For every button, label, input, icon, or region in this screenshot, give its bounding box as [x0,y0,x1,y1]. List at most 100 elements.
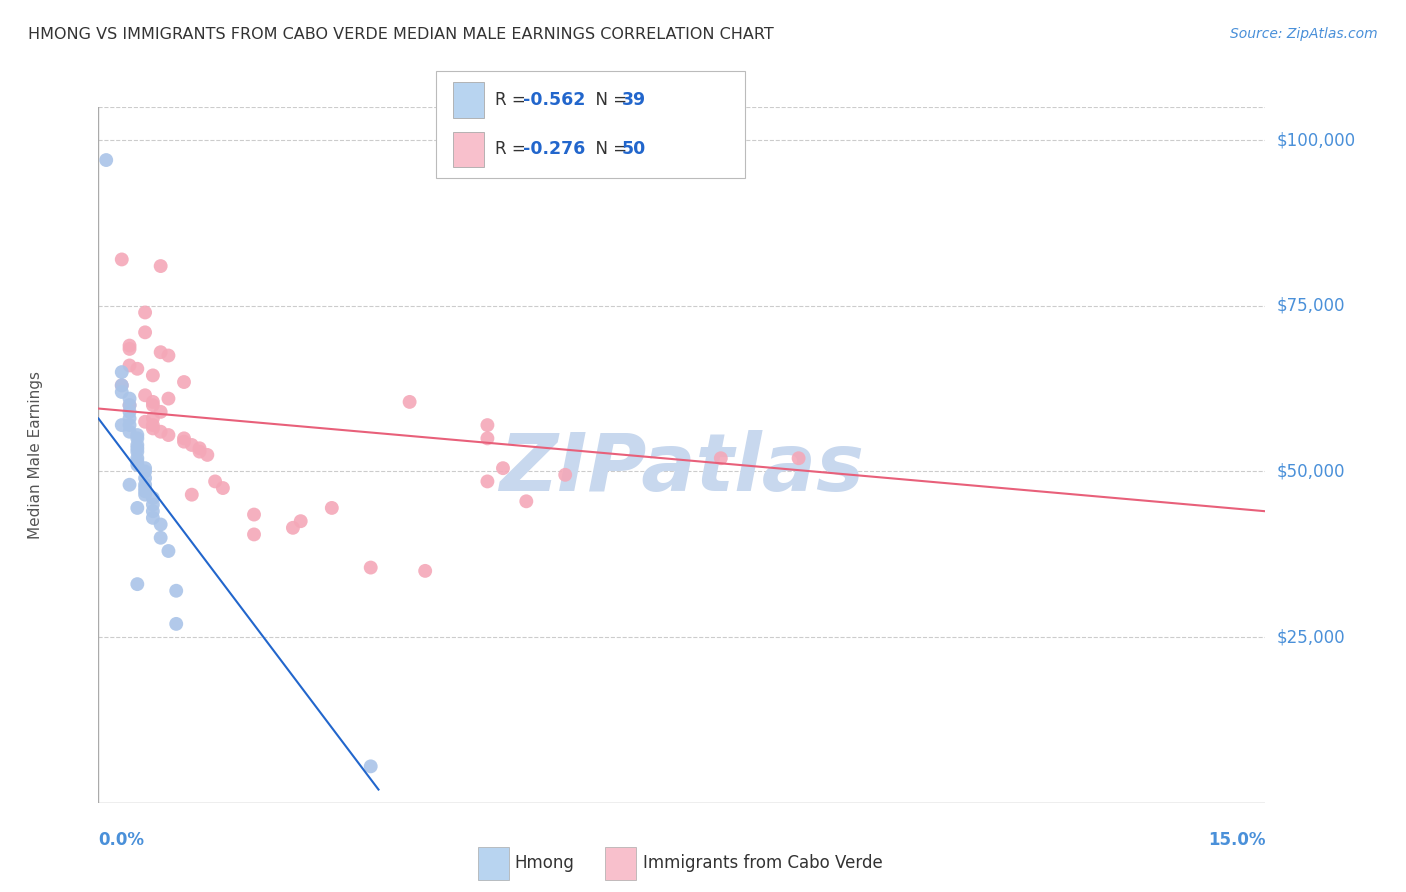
Text: 50: 50 [621,141,645,159]
Point [111,384,134,399]
Point [134,465,156,479]
Point [127,444,149,458]
Point [118,477,141,491]
Point [157,392,180,406]
Point [180,438,202,452]
Point [111,365,134,379]
Point [477,475,499,489]
Point [134,471,156,485]
Point [118,418,141,433]
Point [149,425,172,439]
Point [118,359,141,373]
Text: Source: ZipAtlas.com: Source: ZipAtlas.com [1230,27,1378,41]
Point [173,434,195,449]
Text: $100,000: $100,000 [1277,131,1355,149]
Point [127,577,149,591]
Point [243,508,266,522]
Point [134,484,156,499]
Point [118,405,141,419]
Point [142,411,165,425]
Point [149,345,172,359]
Point [157,544,180,558]
Text: HMONG VS IMMIGRANTS FROM CABO VERDE MEDIAN MALE EARNINGS CORRELATION CHART: HMONG VS IMMIGRANTS FROM CABO VERDE MEDI… [28,27,773,42]
Point [127,442,149,456]
Point [118,398,141,412]
Text: 0.0%: 0.0% [98,830,145,848]
Text: 39: 39 [621,91,645,109]
Point [188,444,211,458]
Text: 15.0%: 15.0% [1208,830,1265,848]
Point [180,488,202,502]
Point [188,442,211,456]
Text: -0.276: -0.276 [523,141,585,159]
Point [321,500,343,515]
Point [127,428,149,442]
Point [134,477,156,491]
Point [165,583,187,598]
Point [142,418,165,433]
Point [127,451,149,466]
Point [243,527,266,541]
Point [111,252,134,267]
Point [142,368,165,383]
Point [118,425,141,439]
Point [212,481,235,495]
Point [149,259,172,273]
Point [477,431,499,445]
Point [118,392,141,406]
Point [398,395,420,409]
Point [111,418,134,433]
Point [142,398,165,412]
Point [515,494,537,508]
Text: $25,000: $25,000 [1277,628,1346,646]
Point [142,498,165,512]
Point [127,361,149,376]
Point [360,560,382,574]
Point [149,531,172,545]
Point [157,349,180,363]
Point [134,415,156,429]
Text: Hmong: Hmong [515,855,575,872]
Point [477,418,499,433]
Point [142,491,165,505]
Point [149,517,172,532]
Point [111,378,134,392]
Point [204,475,226,489]
Point [281,521,304,535]
Text: R =: R = [495,141,531,159]
Point [290,514,312,528]
Point [118,338,141,352]
Text: N =: N = [585,141,633,159]
Point [787,451,810,466]
Point [134,305,156,319]
Point [134,388,156,402]
Point [127,438,149,452]
Point [118,342,141,356]
Point [134,461,156,475]
Text: R =: R = [495,91,531,109]
Point [149,405,172,419]
Point [360,759,382,773]
Point [127,431,149,445]
Point [134,326,156,340]
Point [134,488,156,502]
Point [127,500,149,515]
Point [413,564,436,578]
Text: Median Male Earnings: Median Male Earnings [28,371,44,539]
Point [195,448,218,462]
Point [142,421,165,435]
Point [96,153,118,167]
Text: Immigrants from Cabo Verde: Immigrants from Cabo Verde [643,855,883,872]
Point [492,461,515,475]
Text: $75,000: $75,000 [1277,297,1346,315]
Text: -0.562: -0.562 [523,91,585,109]
Point [142,511,165,525]
Point [111,378,134,392]
Point [118,411,141,425]
Point [127,458,149,472]
Text: N =: N = [585,91,633,109]
Point [142,395,165,409]
Point [127,454,149,468]
Point [710,451,733,466]
Point [554,467,576,482]
